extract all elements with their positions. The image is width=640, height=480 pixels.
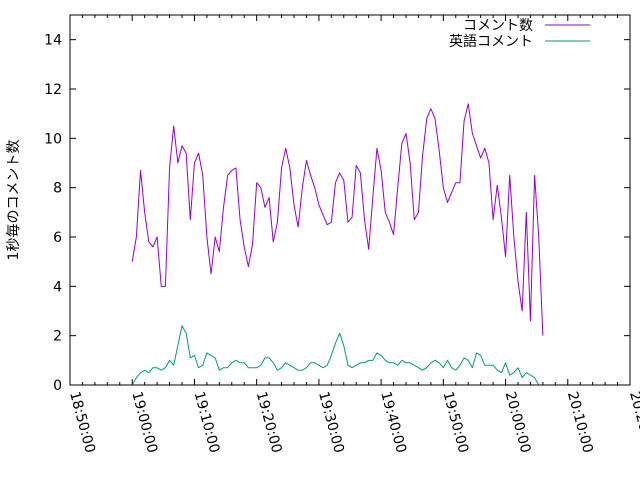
y-axis-label: 1秒毎のコメント数 <box>6 140 22 261</box>
series-line-0 <box>131 103 544 336</box>
y-tick-label: 10 <box>44 131 62 147</box>
plot-frame <box>69 14 631 386</box>
y-tick-label: 8 <box>53 181 62 197</box>
legend-label-1: 英語コメント <box>449 33 533 50</box>
legend-label-0: コメント数 <box>463 18 533 34</box>
y-tick-label: 14 <box>44 33 62 49</box>
y-axis-ticks: 0 2 4 6 8 10 12 14 <box>44 33 630 394</box>
series-layer <box>131 103 544 386</box>
y-tick-label: 0 <box>53 378 62 394</box>
y-tick-label: 4 <box>53 279 62 295</box>
y-tick-label: 6 <box>53 230 62 246</box>
series-line-1 <box>131 325 540 386</box>
y-tick-label: 2 <box>53 329 62 345</box>
y-tick-label: 12 <box>44 82 62 98</box>
